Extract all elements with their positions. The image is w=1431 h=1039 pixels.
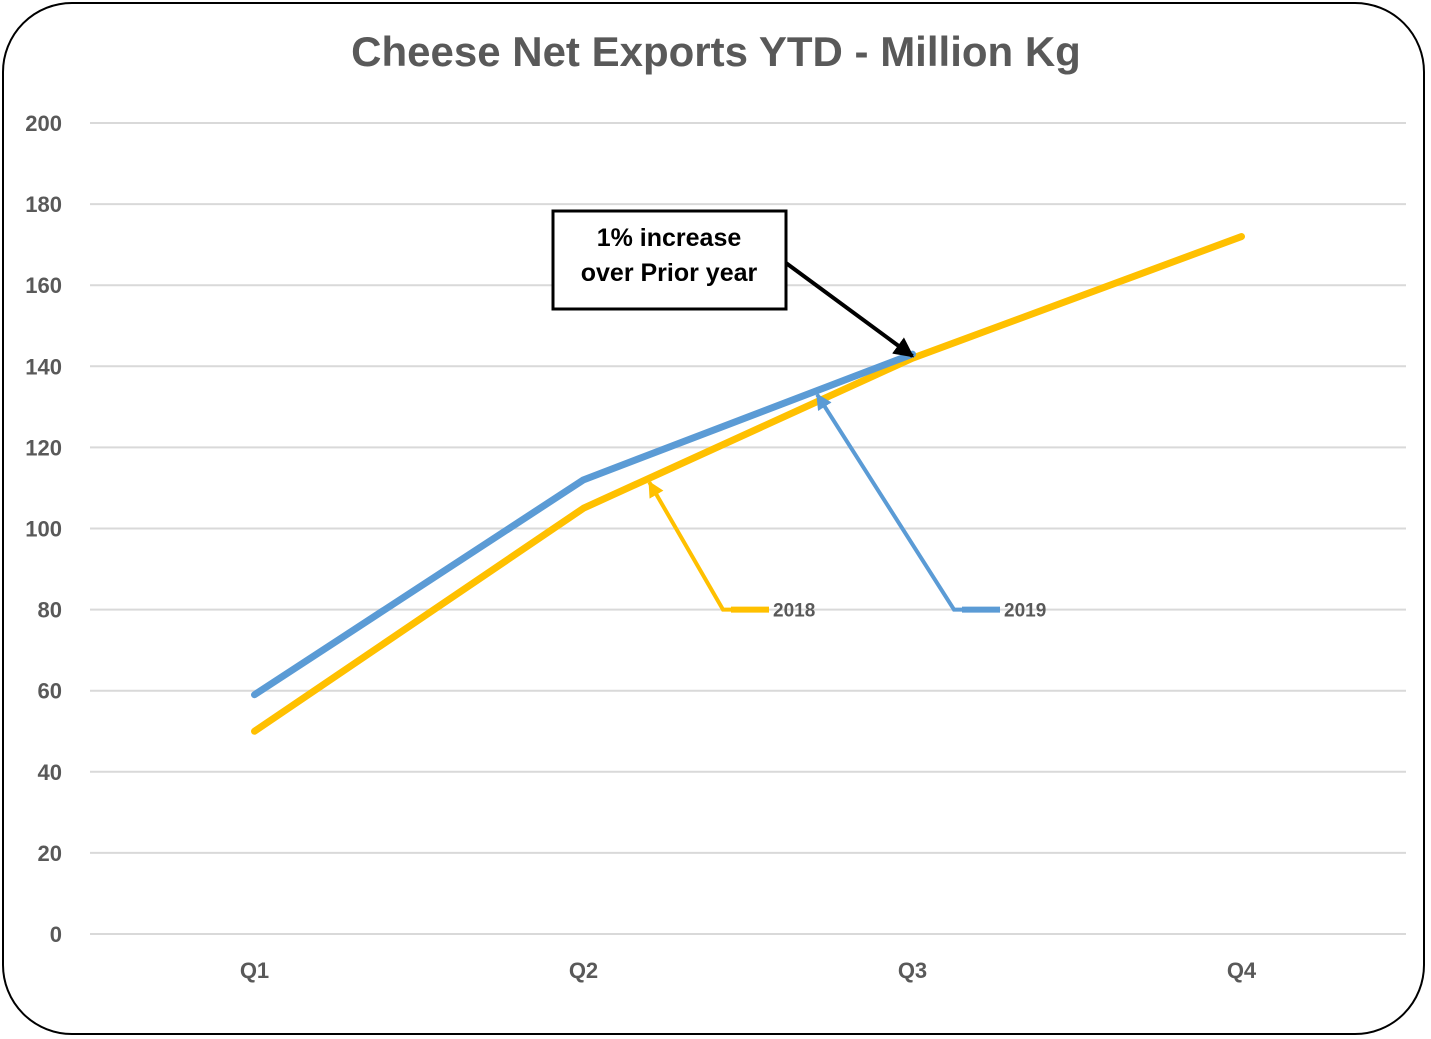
y-tick-label: 80 [38,598,62,623]
y-tick-label: 140 [25,354,62,379]
series-line-2019 [251,350,916,699]
annotation-line-2: over Prior year [581,259,758,287]
y-tick-label: 120 [25,435,62,460]
y-tick-label: 100 [25,517,62,542]
y-tick-label: 20 [38,841,62,866]
annotation-box [551,209,788,311]
series-line-2018 [251,233,1245,735]
label-leader-2018 [647,480,768,612]
x-tick-label: Q2 [569,958,598,983]
x-axis-ticks: Q1 Q2 Q3 Q4 [240,958,1257,983]
series-labels: 2018 2019 [647,393,1046,622]
y-tick-label: 200 [25,111,62,136]
y-tick-label: 60 [38,679,62,704]
series-label-2019: 2019 [1004,601,1046,622]
series-label-2018: 2018 [773,601,815,622]
y-tick-label: 180 [25,192,62,217]
annotation-callout: 1% increase over Prior year [551,209,915,358]
y-axis-ticks: 0 20 40 60 80 100 120 140 160 180 200 [25,111,62,947]
annotation-line-1: 1% increase [597,224,742,252]
x-tick-label: Q3 [898,958,927,983]
chart-title: Cheese Net Exports YTD - Million Kg [351,28,1081,75]
y-tick-label: 40 [38,760,62,785]
series-lines [251,233,1245,735]
y-tick-label: 0 [50,922,62,947]
x-tick-label: Q4 [1227,958,1257,983]
y-tick-label: 160 [25,273,62,298]
x-tick-label: Q1 [240,958,269,983]
label-leader-2019 [815,393,999,612]
annotation-arrow [784,261,915,358]
